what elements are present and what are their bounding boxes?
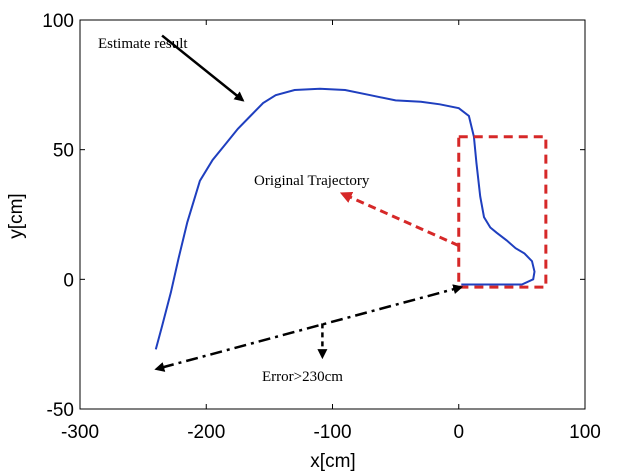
- y-tick-label: -50: [47, 400, 74, 421]
- plot-area: [79, 19, 586, 410]
- x-axis-label: x[cm]: [310, 451, 355, 472]
- annotation-error: Error>230cm: [262, 369, 343, 385]
- series-layer: [154, 87, 536, 350]
- y-axis-label: y[cm]: [6, 193, 27, 238]
- series-line-estimate: [154, 87, 536, 350]
- x-tick-label: -100: [313, 422, 351, 443]
- estimate-arrow: [161, 34, 245, 102]
- arrow-layer: [154, 34, 464, 372]
- y-tick-label: 100: [42, 11, 74, 32]
- y-tick-label: 50: [53, 141, 74, 162]
- x-tick-label: 0: [453, 422, 464, 443]
- original-trajectory-arrow: [339, 191, 460, 247]
- x-tick-label: 100: [569, 422, 601, 443]
- annotation-estimate-result: Estimate result: [98, 36, 188, 52]
- x-tick-label: -200: [187, 422, 225, 443]
- y-tick-label: 0: [63, 270, 74, 291]
- error-arrow: [154, 284, 464, 372]
- x-tick-label: -300: [61, 422, 99, 443]
- axis-ticks: -300 -200 -100 0 100 -50 0 50 100: [42, 11, 601, 443]
- annotation-original-trajectory: Original Trajectory: [254, 173, 370, 189]
